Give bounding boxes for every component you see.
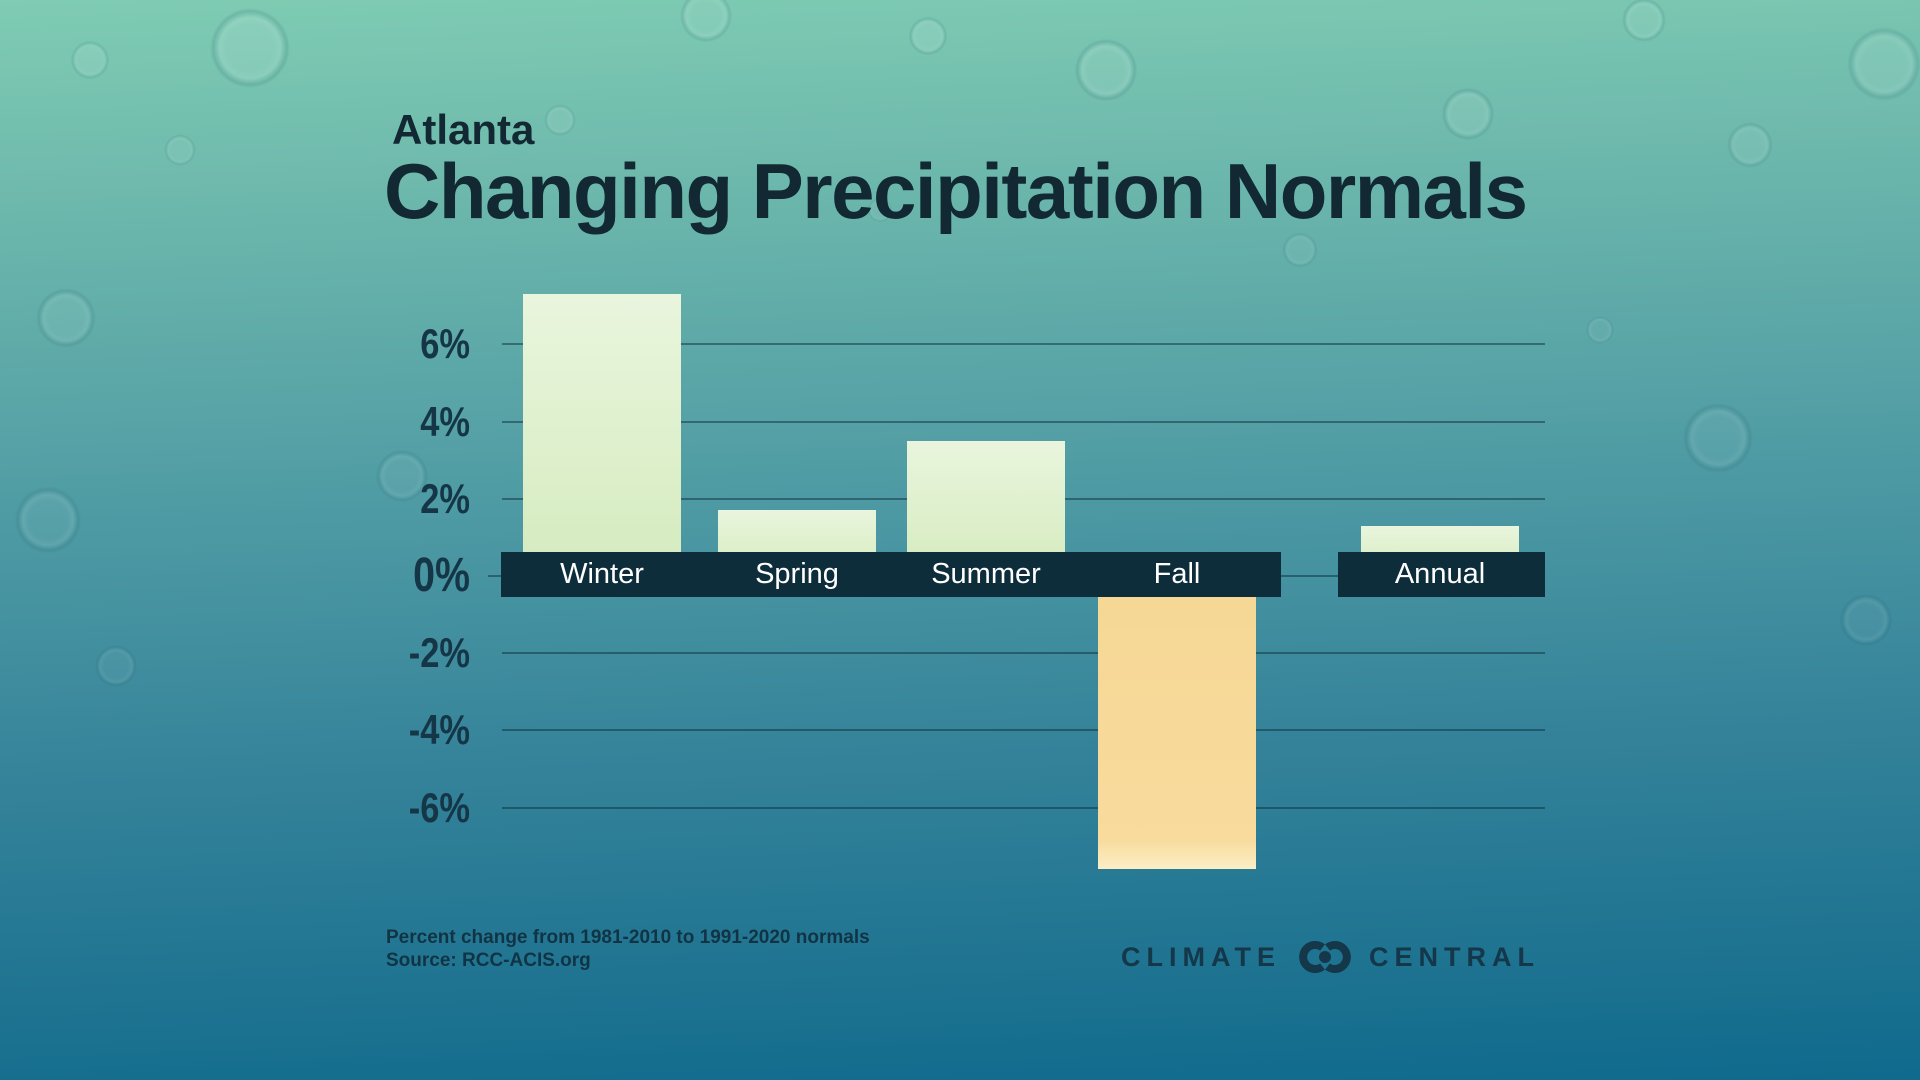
- chart-source: Source: RCC-ACIS.org: [386, 950, 591, 971]
- x-axis-label-spring: Spring: [755, 558, 839, 590]
- y-tick-label-2%: 2%: [420, 474, 470, 522]
- y-tick-label--4%: -4%: [408, 706, 470, 754]
- gridline--2%: [502, 652, 1545, 655]
- bar-fall: [1098, 576, 1256, 870]
- climate-central-logo: CLIMATE CENTRAL: [1121, 938, 1540, 976]
- logo-text-central: CENTRAL: [1369, 941, 1540, 972]
- gridline-6%: [502, 343, 1545, 346]
- logo-text-climate: CLIMATE: [1121, 941, 1281, 972]
- gridline--6%: [502, 806, 1545, 809]
- gridline-4%: [502, 420, 1545, 423]
- x-axis-label-annual: Annual: [1394, 558, 1486, 590]
- y-tick-label--2%: -2%: [408, 629, 470, 677]
- x-axis-label-winter: Winter: [560, 558, 644, 590]
- x-axis-label-summer: Summer: [931, 558, 1041, 590]
- chart-title: Changing Precipitation Normals: [384, 147, 1528, 235]
- chart-city: Atlanta: [392, 106, 535, 153]
- gridline--4%: [502, 729, 1545, 732]
- x-axis-band-annual: [1338, 552, 1545, 597]
- y-tick-label-6%: 6%: [420, 320, 470, 368]
- x-axis-label-fall: Fall: [1153, 558, 1201, 590]
- chart-note: Percent change from 1981-2010 to 1991-20…: [386, 927, 870, 948]
- x-axis-band-seasons: [501, 552, 1281, 597]
- y-tick-label-4%: 4%: [420, 397, 470, 445]
- bar-winter: [523, 294, 681, 576]
- interlocking-cc-icon: [1293, 938, 1357, 976]
- y-tick-label-0%: 0%: [413, 549, 470, 602]
- y-tick-label--6%: -6%: [408, 783, 470, 831]
